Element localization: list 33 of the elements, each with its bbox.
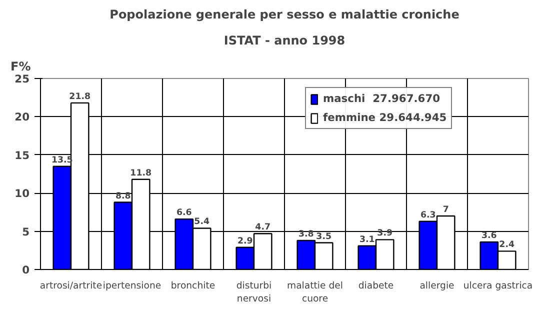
y-tick-label: 0 bbox=[22, 264, 30, 276]
data-label: 3.8 bbox=[298, 229, 314, 240]
data-label: 7 bbox=[442, 205, 449, 216]
data-label: 6.3 bbox=[420, 210, 436, 220]
legend-label: femmine 29.644.945 bbox=[323, 111, 447, 124]
y-tick-label: 15 bbox=[14, 148, 30, 162]
x-tick-label: ipertensione bbox=[102, 280, 162, 292]
x-tick-label: disturbi nervosi bbox=[236, 280, 272, 305]
legend-label: maschi 27.967.670 bbox=[323, 92, 440, 105]
data-label: 8.8 bbox=[115, 191, 131, 202]
y-axis-title: F% bbox=[10, 60, 31, 74]
y-tick-label: 5 bbox=[22, 225, 30, 238]
x-tick-label: allergie bbox=[420, 280, 455, 292]
data-label: 2.9 bbox=[237, 236, 253, 246]
y-tick-label: 10 bbox=[14, 187, 30, 200]
x-tick-label: bronchite bbox=[170, 280, 216, 292]
data-label: 21.8 bbox=[69, 92, 91, 102]
data-label: 11.8 bbox=[130, 168, 152, 178]
data-label: 3.5 bbox=[316, 232, 332, 242]
y-tick-label: 20 bbox=[14, 110, 30, 124]
data-label: 3.6 bbox=[481, 230, 497, 241]
data-label: 2.4 bbox=[499, 240, 515, 250]
data-label: 4.7 bbox=[255, 222, 271, 233]
data-label: 3.1 bbox=[359, 234, 375, 245]
chart-title: Popolazione generale per sesso e malattie croniche bbox=[110, 8, 460, 22]
x-tick-label: diabete bbox=[358, 280, 394, 292]
chart-subtitle: ISTAT - anno 1998 bbox=[224, 34, 346, 48]
data-label: 5.4 bbox=[194, 217, 210, 228]
x-tick-label: artrosi/artrite bbox=[40, 280, 102, 292]
x-tick-label: malattie del cuore bbox=[287, 280, 343, 305]
y-tick-label: 25 bbox=[14, 72, 30, 86]
x-tick-label: ulcera gastrica bbox=[463, 280, 533, 292]
data-label: 6.6 bbox=[176, 208, 192, 218]
